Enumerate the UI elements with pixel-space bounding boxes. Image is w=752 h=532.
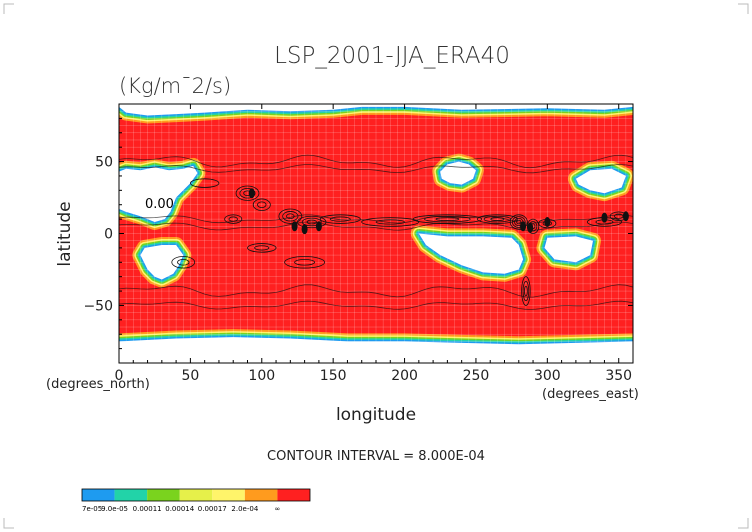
contour-ring: [189, 178, 220, 188]
contour-label: 0.00: [145, 197, 174, 212]
chart-subtitle: (Kg/m¯2/s): [119, 74, 231, 98]
region-core: [418, 233, 524, 274]
colorbar-label: 2.0e-04: [231, 505, 258, 513]
contour-ring: [257, 201, 267, 209]
x-tick-label: 50: [181, 368, 199, 384]
colorbar-label: 9.0e-05: [101, 505, 128, 513]
contour-peak: [527, 222, 534, 233]
chart-title: LSP_2001-JJA_ERA40: [274, 43, 510, 69]
contour-ring: [239, 188, 256, 199]
colorbar-label: 0.00017: [198, 505, 227, 513]
contour-ring: [278, 208, 303, 224]
contour-ring: [252, 198, 271, 211]
region-core: [544, 236, 593, 263]
contour-peak: [315, 221, 322, 232]
region-s-pacific-east: [410, 225, 532, 282]
grid-lines: [119, 104, 633, 363]
contour-peak: [301, 224, 308, 235]
region-s-atlantic: [536, 228, 601, 271]
contour-ring: [294, 258, 316, 266]
colorbar-swatch: [179, 489, 213, 501]
x-tick-label: 100: [248, 368, 275, 384]
contour-ring: [329, 216, 351, 222]
x-unit-label: (degrees_east): [542, 387, 639, 402]
contour-peak: [622, 211, 629, 222]
contour-ring: [235, 185, 260, 201]
y-unit-label: (degrees_north): [46, 377, 150, 392]
colorbar-label: 7e-05: [82, 505, 102, 513]
x-axis-title: longitude: [336, 405, 416, 425]
colorbar-swatch: [82, 489, 115, 501]
contour-line: [119, 300, 633, 310]
x-tick-label: 0: [115, 368, 124, 384]
contour-line: [119, 164, 633, 174]
y-axis-ticks: 50 0 −50: [83, 117, 633, 350]
contour-line: [119, 154, 633, 169]
x-tick-label: 150: [320, 368, 347, 384]
contour-ring: [524, 285, 528, 297]
region-n-africa-sahara: [119, 157, 206, 230]
x-tick-label: 200: [391, 368, 418, 384]
contour-peak: [248, 188, 255, 199]
colorbar-swatch: [244, 489, 278, 501]
contour-peak: [601, 212, 608, 223]
contour-ring: [177, 258, 190, 266]
colorbar-label: 0.00014: [165, 505, 194, 513]
x-tick-label: 300: [534, 368, 561, 384]
contour-ring: [319, 214, 361, 224]
colorbar-label: 0.00011: [133, 505, 162, 513]
y-tick-label: 50: [95, 155, 113, 171]
contour-peak: [544, 216, 551, 227]
contour-line: [119, 284, 633, 298]
region-north-pole: [119, 104, 633, 124]
region-core: [119, 337, 633, 363]
y-axis-title: latitude: [55, 201, 75, 266]
contour-lines: [119, 154, 633, 310]
contour-line: [119, 221, 633, 231]
contour-ring: [282, 211, 299, 222]
plot-area: [119, 104, 633, 363]
region-core: [140, 245, 184, 280]
contour-ring: [254, 245, 270, 251]
x-axis-ticks: 0 50 100 150 200 250 300 350: [115, 104, 632, 384]
x-tick-label: 250: [463, 368, 490, 384]
colorbar-swatch: [114, 489, 148, 501]
contour-ring: [375, 219, 405, 225]
contour-ring: [224, 214, 243, 224]
y-tick-label: −50: [83, 298, 113, 314]
contour-peak: [520, 221, 527, 232]
region-africa-south: [132, 237, 192, 288]
page-corner-marks: [3, 3, 749, 529]
region-n-atlantic-west: [567, 160, 633, 202]
colorbar-swatch: [147, 489, 180, 501]
contour-ring: [511, 216, 526, 228]
contour-ring: [435, 217, 460, 221]
contour-ring: [522, 281, 530, 302]
colorbar-swatch: [277, 489, 310, 501]
colorbar: 7e-059.0e-05 0.00011 0.00014 0.00017 2.0e-04…: [81, 488, 311, 513]
region-core: [575, 168, 626, 194]
contour-interval-text: CONTOUR INTERVAL = 8.000E-04: [267, 449, 485, 464]
contour-ring: [521, 276, 531, 306]
x-tick-label: 350: [605, 368, 632, 384]
contour-ring: [476, 214, 518, 224]
contour-ring: [284, 256, 326, 269]
region-antarctica: [119, 329, 633, 363]
contour-peak: [291, 221, 298, 232]
low-value-regions: [119, 104, 633, 363]
colorbar-frame: [81, 488, 311, 502]
region-core: [119, 165, 198, 222]
colorbar-label: ∞: [275, 505, 281, 513]
colorbar-swatch: [212, 489, 245, 501]
contour-ring: [171, 256, 196, 269]
region-core: [119, 104, 633, 116]
contour-ring: [361, 217, 420, 227]
contour-ring: [247, 243, 277, 253]
y-tick-label: 0: [104, 227, 113, 243]
region-n-pacific-east: [432, 153, 484, 193]
